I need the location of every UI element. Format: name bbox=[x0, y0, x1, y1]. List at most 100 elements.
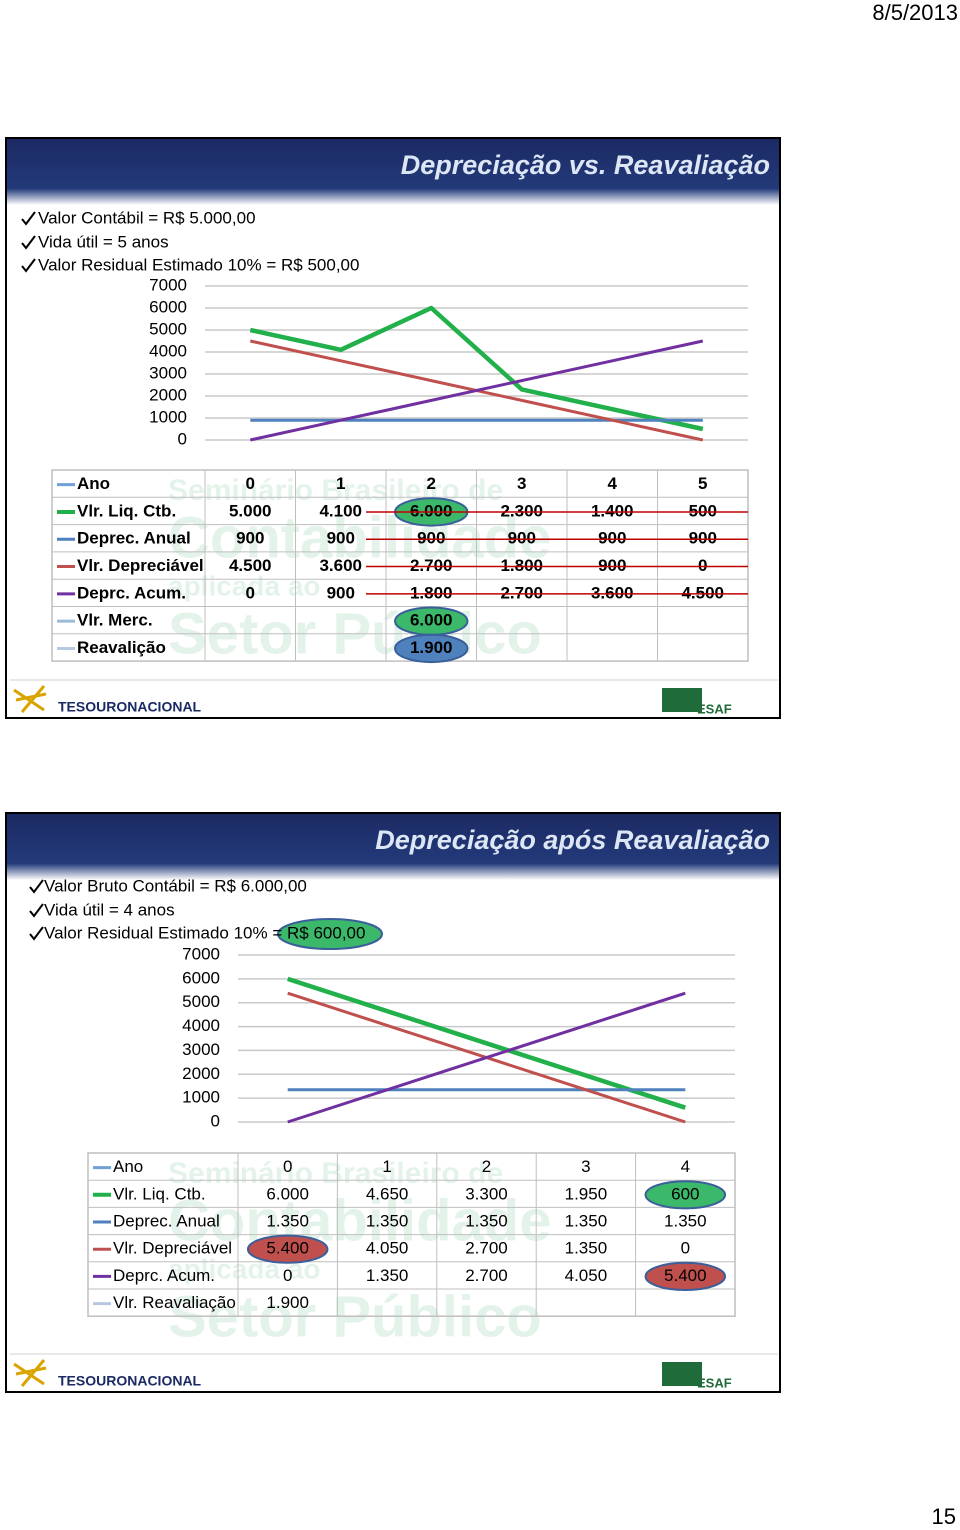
table-cell: 5.400 bbox=[266, 1239, 309, 1258]
table-cell: 1.350 bbox=[664, 1211, 707, 1230]
table-cell: 2.700 bbox=[465, 1239, 508, 1258]
table-frame bbox=[51, 469, 749, 662]
footer-left: TESOURONACIONAL bbox=[58, 1373, 202, 1389]
table-cell: 1.350 bbox=[565, 1211, 608, 1230]
check-mark bbox=[21, 211, 36, 226]
category-label: 3 bbox=[581, 1157, 590, 1176]
check-mark bbox=[29, 926, 44, 941]
legend-label: Reavalição bbox=[77, 638, 166, 657]
legend-label: Vlr. Reavaliação bbox=[113, 1293, 236, 1312]
table-cell: 900 bbox=[598, 556, 626, 575]
y-tick-label: 3000 bbox=[182, 1040, 220, 1059]
watermark: Contabilidade bbox=[168, 505, 551, 570]
date: 8/5/2013 bbox=[872, 0, 958, 25]
table-cell: 2.700 bbox=[500, 583, 543, 602]
y-tick-label: 5000 bbox=[182, 992, 220, 1011]
table-cell: 900 bbox=[236, 529, 264, 548]
esaf-logo bbox=[662, 1362, 702, 1386]
tesouro-logo bbox=[13, 685, 47, 713]
y-tick-label: 0 bbox=[211, 1111, 220, 1130]
table-cell: 900 bbox=[417, 529, 445, 548]
legend-label: Deprc. Acum. bbox=[77, 583, 186, 602]
series-line bbox=[287, 991, 686, 1124]
category-label: 3 bbox=[517, 474, 526, 493]
slide-title: Depreciação vs. Reavaliação bbox=[401, 150, 770, 180]
y-tick-label: 7000 bbox=[182, 944, 220, 963]
table-cell: 0 bbox=[698, 556, 707, 575]
slide-header bbox=[7, 814, 779, 880]
table-cell: 0 bbox=[246, 583, 255, 602]
cell-highlight bbox=[644, 1180, 727, 1210]
bullet-text: Valor Contábil = R$ 5.000,00 bbox=[38, 208, 256, 227]
legend-label: Vlr. Liq. Ctb. bbox=[77, 501, 176, 520]
category-label: 0 bbox=[283, 1157, 292, 1176]
table-cell: 1.900 bbox=[410, 638, 453, 657]
bullet-text: Vida útil = 4 anos bbox=[44, 900, 175, 919]
page-number: 15 bbox=[932, 1504, 956, 1529]
table-cell: 900 bbox=[508, 529, 536, 548]
y-tick-label: 7000 bbox=[149, 275, 187, 294]
row-label: Ano bbox=[113, 1157, 143, 1176]
slide-frame bbox=[5, 812, 781, 1393]
table-cell: 2.300 bbox=[500, 501, 543, 520]
series-line bbox=[287, 976, 686, 1110]
legend-label: Deprec. Anual bbox=[77, 529, 191, 548]
footer-right: ESAF bbox=[697, 1375, 732, 1390]
category-label: 4 bbox=[681, 1157, 690, 1176]
table-cell: 6.000 bbox=[410, 501, 453, 520]
table-cell: 1.800 bbox=[410, 583, 453, 602]
table-cell: 600 bbox=[671, 1184, 699, 1203]
esaf-logo bbox=[662, 688, 702, 712]
table-cell: 900 bbox=[689, 529, 717, 548]
y-tick-label: 1000 bbox=[182, 1088, 220, 1107]
category-label: 5 bbox=[698, 474, 707, 493]
table-cell: 3.600 bbox=[591, 583, 634, 602]
y-tick-label: 3000 bbox=[149, 363, 187, 382]
y-tick-label: 2000 bbox=[149, 385, 187, 404]
table-cell: 1.350 bbox=[465, 1211, 508, 1230]
table-cell: 6.000 bbox=[410, 611, 453, 630]
table-cell: 4.100 bbox=[319, 501, 362, 520]
y-tick-label: 1000 bbox=[149, 407, 187, 426]
table-cell: 2.700 bbox=[410, 556, 453, 575]
table-cell: 900 bbox=[327, 583, 355, 602]
table-cell: 1.950 bbox=[565, 1184, 608, 1203]
slide-header bbox=[7, 139, 779, 205]
table-cell: 0 bbox=[681, 1239, 690, 1258]
legend-label: Vlr. Merc. bbox=[77, 611, 153, 630]
table-cell: 3.300 bbox=[465, 1184, 508, 1203]
footer-right: ESAF bbox=[697, 701, 732, 716]
category-label: 4 bbox=[608, 474, 618, 493]
y-tick-label: 5000 bbox=[149, 319, 187, 338]
category-label: 1 bbox=[382, 1157, 391, 1176]
cell-highlight bbox=[644, 1261, 727, 1292]
table-cell: 4.500 bbox=[681, 583, 724, 602]
check-mark bbox=[29, 879, 44, 894]
table-cell: 900 bbox=[327, 529, 355, 548]
category-label: 1 bbox=[336, 474, 345, 493]
tesouro-logo bbox=[13, 1359, 47, 1387]
table-cell: 1.350 bbox=[565, 1239, 608, 1258]
bullet-text: Vida útil = 5 anos bbox=[38, 232, 169, 251]
category-label: 0 bbox=[246, 474, 255, 493]
table-cell: 4.050 bbox=[366, 1239, 409, 1258]
table-cell: 3.600 bbox=[319, 556, 362, 575]
bullet-text: Valor Residual Estimado 10% = R$ 500,00 bbox=[38, 255, 359, 274]
row-label: Ano bbox=[77, 474, 110, 493]
y-tick-label: 6000 bbox=[149, 297, 187, 316]
legend-label: Deprc. Acum. bbox=[113, 1266, 215, 1285]
legend-label: Vlr. Depreciável bbox=[113, 1239, 232, 1258]
cell-highlight bbox=[394, 633, 469, 664]
y-tick-label: 2000 bbox=[182, 1064, 220, 1083]
y-tick-label: 4000 bbox=[149, 341, 187, 360]
table-cell: 1.350 bbox=[266, 1211, 309, 1230]
table-cell: 1.900 bbox=[266, 1293, 309, 1312]
y-tick-label: 4000 bbox=[182, 1016, 220, 1035]
series-line bbox=[249, 339, 704, 442]
y-tick-label: 0 bbox=[178, 429, 187, 448]
table-cell: 6.000 bbox=[266, 1184, 309, 1203]
legend-label: Vlr. Liq. Ctb. bbox=[113, 1184, 206, 1203]
table-cell: 900 bbox=[598, 529, 626, 548]
check-mark bbox=[29, 903, 44, 918]
